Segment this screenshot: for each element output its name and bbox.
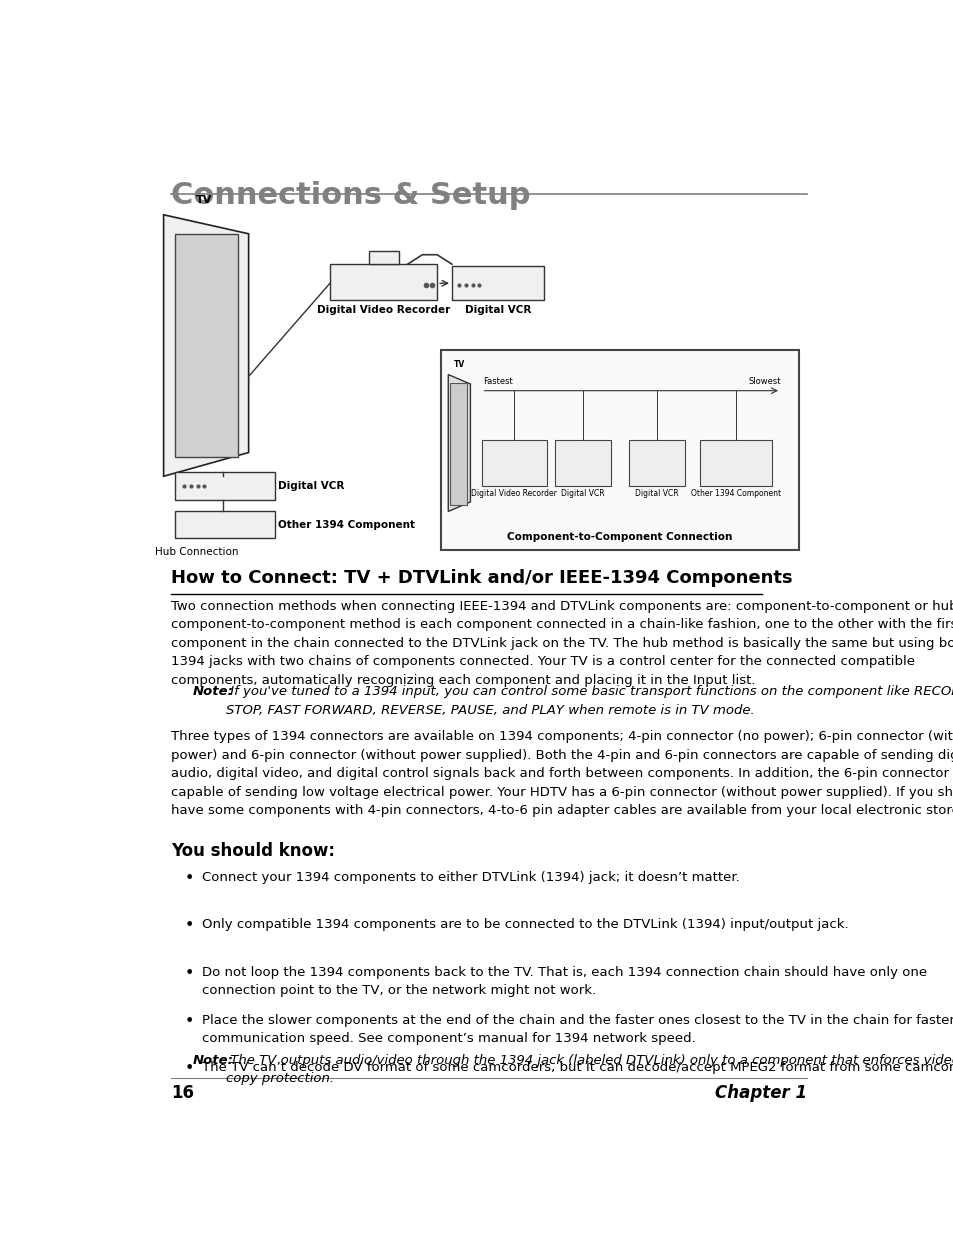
FancyBboxPatch shape bbox=[174, 233, 237, 457]
Text: Do not loop the 1394 components back to the TV. That is, each 1394 connection ch: Do not loop the 1394 components back to … bbox=[202, 966, 926, 997]
FancyBboxPatch shape bbox=[330, 264, 436, 300]
Text: •: • bbox=[184, 871, 193, 885]
Text: The TV can’t decode DV format of some camcorders, but it can decode/accept MPEG2: The TV can’t decode DV format of some ca… bbox=[202, 1061, 953, 1074]
Text: Digital VCR: Digital VCR bbox=[560, 489, 604, 498]
Text: Connections & Setup: Connections & Setup bbox=[171, 182, 530, 210]
Text: Slowest: Slowest bbox=[748, 377, 781, 385]
Text: Component-to-Component Connection: Component-to-Component Connection bbox=[507, 532, 732, 542]
Text: The TV outputs audio/video through the 1394 jack (labeled DTVLink) only to a com: The TV outputs audio/video through the 1… bbox=[226, 1053, 953, 1084]
FancyBboxPatch shape bbox=[481, 440, 546, 485]
Polygon shape bbox=[448, 374, 470, 511]
Text: Note:: Note: bbox=[193, 1053, 233, 1067]
Text: •: • bbox=[184, 1061, 193, 1076]
Polygon shape bbox=[164, 215, 249, 477]
Text: TV: TV bbox=[454, 359, 464, 369]
Text: If you've tuned to a 1394 input, you can control some basic transport functions : If you've tuned to a 1394 input, you can… bbox=[226, 685, 953, 718]
Text: How to Connect: TV + DTVLink and/or IEEE-1394 Components: How to Connect: TV + DTVLink and/or IEEE… bbox=[171, 568, 792, 587]
Text: Only compatible 1394 components are to be connected to the DTVLink (1394) input/: Only compatible 1394 components are to b… bbox=[202, 919, 848, 931]
Text: Digital VCR: Digital VCR bbox=[465, 305, 531, 315]
FancyBboxPatch shape bbox=[450, 383, 466, 505]
FancyBboxPatch shape bbox=[174, 511, 274, 538]
FancyBboxPatch shape bbox=[452, 266, 544, 300]
FancyBboxPatch shape bbox=[369, 251, 398, 264]
FancyBboxPatch shape bbox=[174, 472, 274, 500]
Text: Digital Video Recorder: Digital Video Recorder bbox=[317, 305, 450, 315]
FancyBboxPatch shape bbox=[440, 350, 799, 550]
Text: Connect your 1394 components to either DTVLink (1394) jack; it doesn’t matter.: Connect your 1394 components to either D… bbox=[202, 871, 739, 884]
Text: Other 1394 Component: Other 1394 Component bbox=[278, 520, 415, 530]
FancyBboxPatch shape bbox=[629, 440, 684, 485]
FancyBboxPatch shape bbox=[555, 440, 610, 485]
FancyBboxPatch shape bbox=[699, 440, 771, 485]
Text: Digital VCR: Digital VCR bbox=[278, 480, 344, 490]
Text: TV: TV bbox=[196, 195, 213, 205]
Text: Place the slower components at the end of the chain and the faster ones closest : Place the slower components at the end o… bbox=[202, 1014, 953, 1045]
Text: Hub Connection: Hub Connection bbox=[155, 547, 238, 557]
Text: Digital VCR: Digital VCR bbox=[635, 489, 679, 498]
Text: You should know:: You should know: bbox=[171, 842, 335, 861]
Text: 16: 16 bbox=[171, 1084, 193, 1102]
Text: •: • bbox=[184, 1014, 193, 1029]
Text: Note:: Note: bbox=[193, 685, 233, 699]
Text: Digital Video Recorder: Digital Video Recorder bbox=[471, 489, 557, 498]
Text: •: • bbox=[184, 966, 193, 981]
Text: Fastest: Fastest bbox=[482, 377, 512, 385]
Text: Chapter 1: Chapter 1 bbox=[714, 1084, 806, 1102]
Text: Two connection methods when connecting IEEE-1394 and DTVLink components are: com: Two connection methods when connecting I… bbox=[171, 600, 953, 687]
Text: Other 1394 Component: Other 1394 Component bbox=[690, 489, 781, 498]
Text: •: • bbox=[184, 919, 193, 934]
Text: Three types of 1394 connectors are available on 1394 components; 4-pin connector: Three types of 1394 connectors are avail… bbox=[171, 730, 953, 818]
